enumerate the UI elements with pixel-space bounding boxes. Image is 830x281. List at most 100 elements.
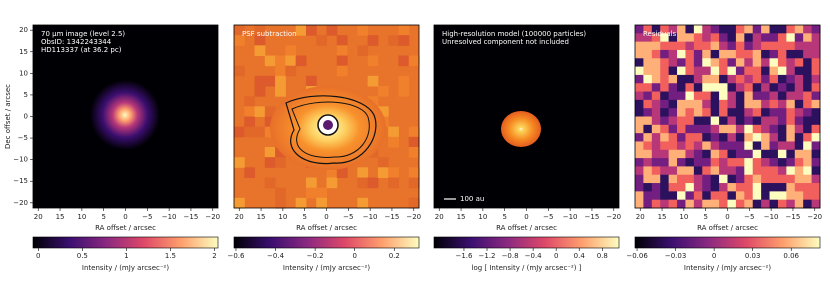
image-pixel <box>254 45 266 56</box>
image-pixel <box>752 183 762 192</box>
image-pixel <box>693 108 703 117</box>
image-pixel <box>388 177 399 189</box>
image-pixel <box>668 66 678 76</box>
x-tick-label: −5 <box>744 213 754 221</box>
image-pixel <box>693 183 703 192</box>
image-pixel <box>693 49 703 59</box>
y-axis-label: Dec offset / arcsec <box>4 84 12 149</box>
image-pixel <box>803 149 813 159</box>
image-pixel <box>677 41 686 51</box>
image-pixel <box>735 149 745 159</box>
y-tick-label: −5 <box>18 134 28 142</box>
x-tick-label: −5 <box>142 213 152 221</box>
image-pixel <box>769 83 779 93</box>
image-pixel <box>752 166 762 176</box>
y-tick-label: 15 <box>19 48 28 56</box>
contour <box>323 120 333 130</box>
image-pixel <box>685 25 695 34</box>
image-pixel <box>761 116 771 126</box>
image-pixel <box>336 65 348 77</box>
image-pixel <box>777 166 787 176</box>
image-pixel <box>702 83 712 93</box>
image-pixel <box>651 199 661 209</box>
image-pixel <box>660 58 670 68</box>
image-pixel <box>777 49 787 59</box>
image-pixel <box>367 96 379 107</box>
image-pixel <box>244 126 256 138</box>
image-pixel <box>803 83 813 93</box>
image-pixel <box>803 25 813 34</box>
image-pixel <box>408 177 420 189</box>
image-pixel <box>643 149 653 159</box>
image-pixel <box>786 33 796 43</box>
image-pixel <box>651 33 661 43</box>
image-pixel <box>811 58 821 68</box>
image-pixel <box>264 55 276 67</box>
x-tick-label: −15 <box>786 213 801 221</box>
image-pixel <box>668 191 678 201</box>
colorbar-label: Intensity / (mJy arcsec⁻²) <box>684 264 771 272</box>
image-pixel <box>719 149 728 159</box>
image-pixel <box>285 55 297 67</box>
image-pixel <box>305 177 317 189</box>
colorbar-tick-label: 0.06 <box>783 252 799 260</box>
image-pixel <box>660 91 670 101</box>
image-pixel <box>719 66 728 76</box>
image-pixel <box>752 66 762 76</box>
colorbar-tick-label: 0.8 <box>597 252 608 260</box>
image-pixel <box>316 187 327 199</box>
image-pixel <box>727 133 737 142</box>
image-pixel <box>769 158 779 167</box>
image-pixel <box>651 49 661 59</box>
image-pixel <box>803 49 813 59</box>
image-pixel <box>794 133 804 142</box>
image-pixel <box>660 124 670 134</box>
image-pixel <box>651 83 661 93</box>
image-pixel <box>710 133 720 142</box>
image-pixel <box>744 49 754 59</box>
x-tick-label: 20 <box>435 213 444 221</box>
image-pixel <box>677 91 686 101</box>
image-pixel <box>635 58 644 68</box>
image-pixel <box>398 55 410 67</box>
image-pixel <box>651 91 661 101</box>
image-pixel <box>777 58 787 68</box>
colorbar <box>634 236 821 249</box>
image-pixel <box>752 83 762 93</box>
x-tick-label: −5 <box>343 213 353 221</box>
image-pixel <box>803 174 813 184</box>
image-pixel <box>727 33 737 43</box>
image-pixel <box>735 49 745 59</box>
image-pixel <box>285 65 297 77</box>
x-tick-label: −15 <box>385 213 400 221</box>
image-pixel <box>794 25 804 34</box>
image-pixel <box>643 191 653 201</box>
image-pixel <box>668 74 678 84</box>
image-pixel <box>719 141 728 151</box>
image-pixel <box>761 108 771 117</box>
image-pixel <box>794 191 804 201</box>
image-pixel <box>794 116 804 126</box>
image-pixel <box>643 41 653 51</box>
image-pixel <box>710 149 720 159</box>
image-pixel <box>769 74 779 84</box>
image-pixel <box>710 74 720 84</box>
image-pixel <box>677 74 686 84</box>
image-pixel <box>735 141 745 151</box>
image-pixel <box>777 116 787 126</box>
image-pixel <box>777 183 787 192</box>
image-pixel <box>794 74 804 84</box>
colorbar-tick-label: −0.6 <box>227 252 245 260</box>
image-pixel <box>727 49 737 59</box>
image-pixel <box>275 197 286 209</box>
image-pixel <box>702 91 712 101</box>
colorbar-tick-label: 0.4 <box>574 252 586 260</box>
x-tick-label: 5 <box>302 213 306 221</box>
image-pixel <box>744 25 754 34</box>
image-pixel <box>803 74 813 84</box>
image-pixel <box>811 108 821 117</box>
image-pixel <box>719 124 728 134</box>
image-pixel <box>685 83 695 93</box>
image-pixel <box>752 99 762 109</box>
image-pixel <box>744 66 754 76</box>
